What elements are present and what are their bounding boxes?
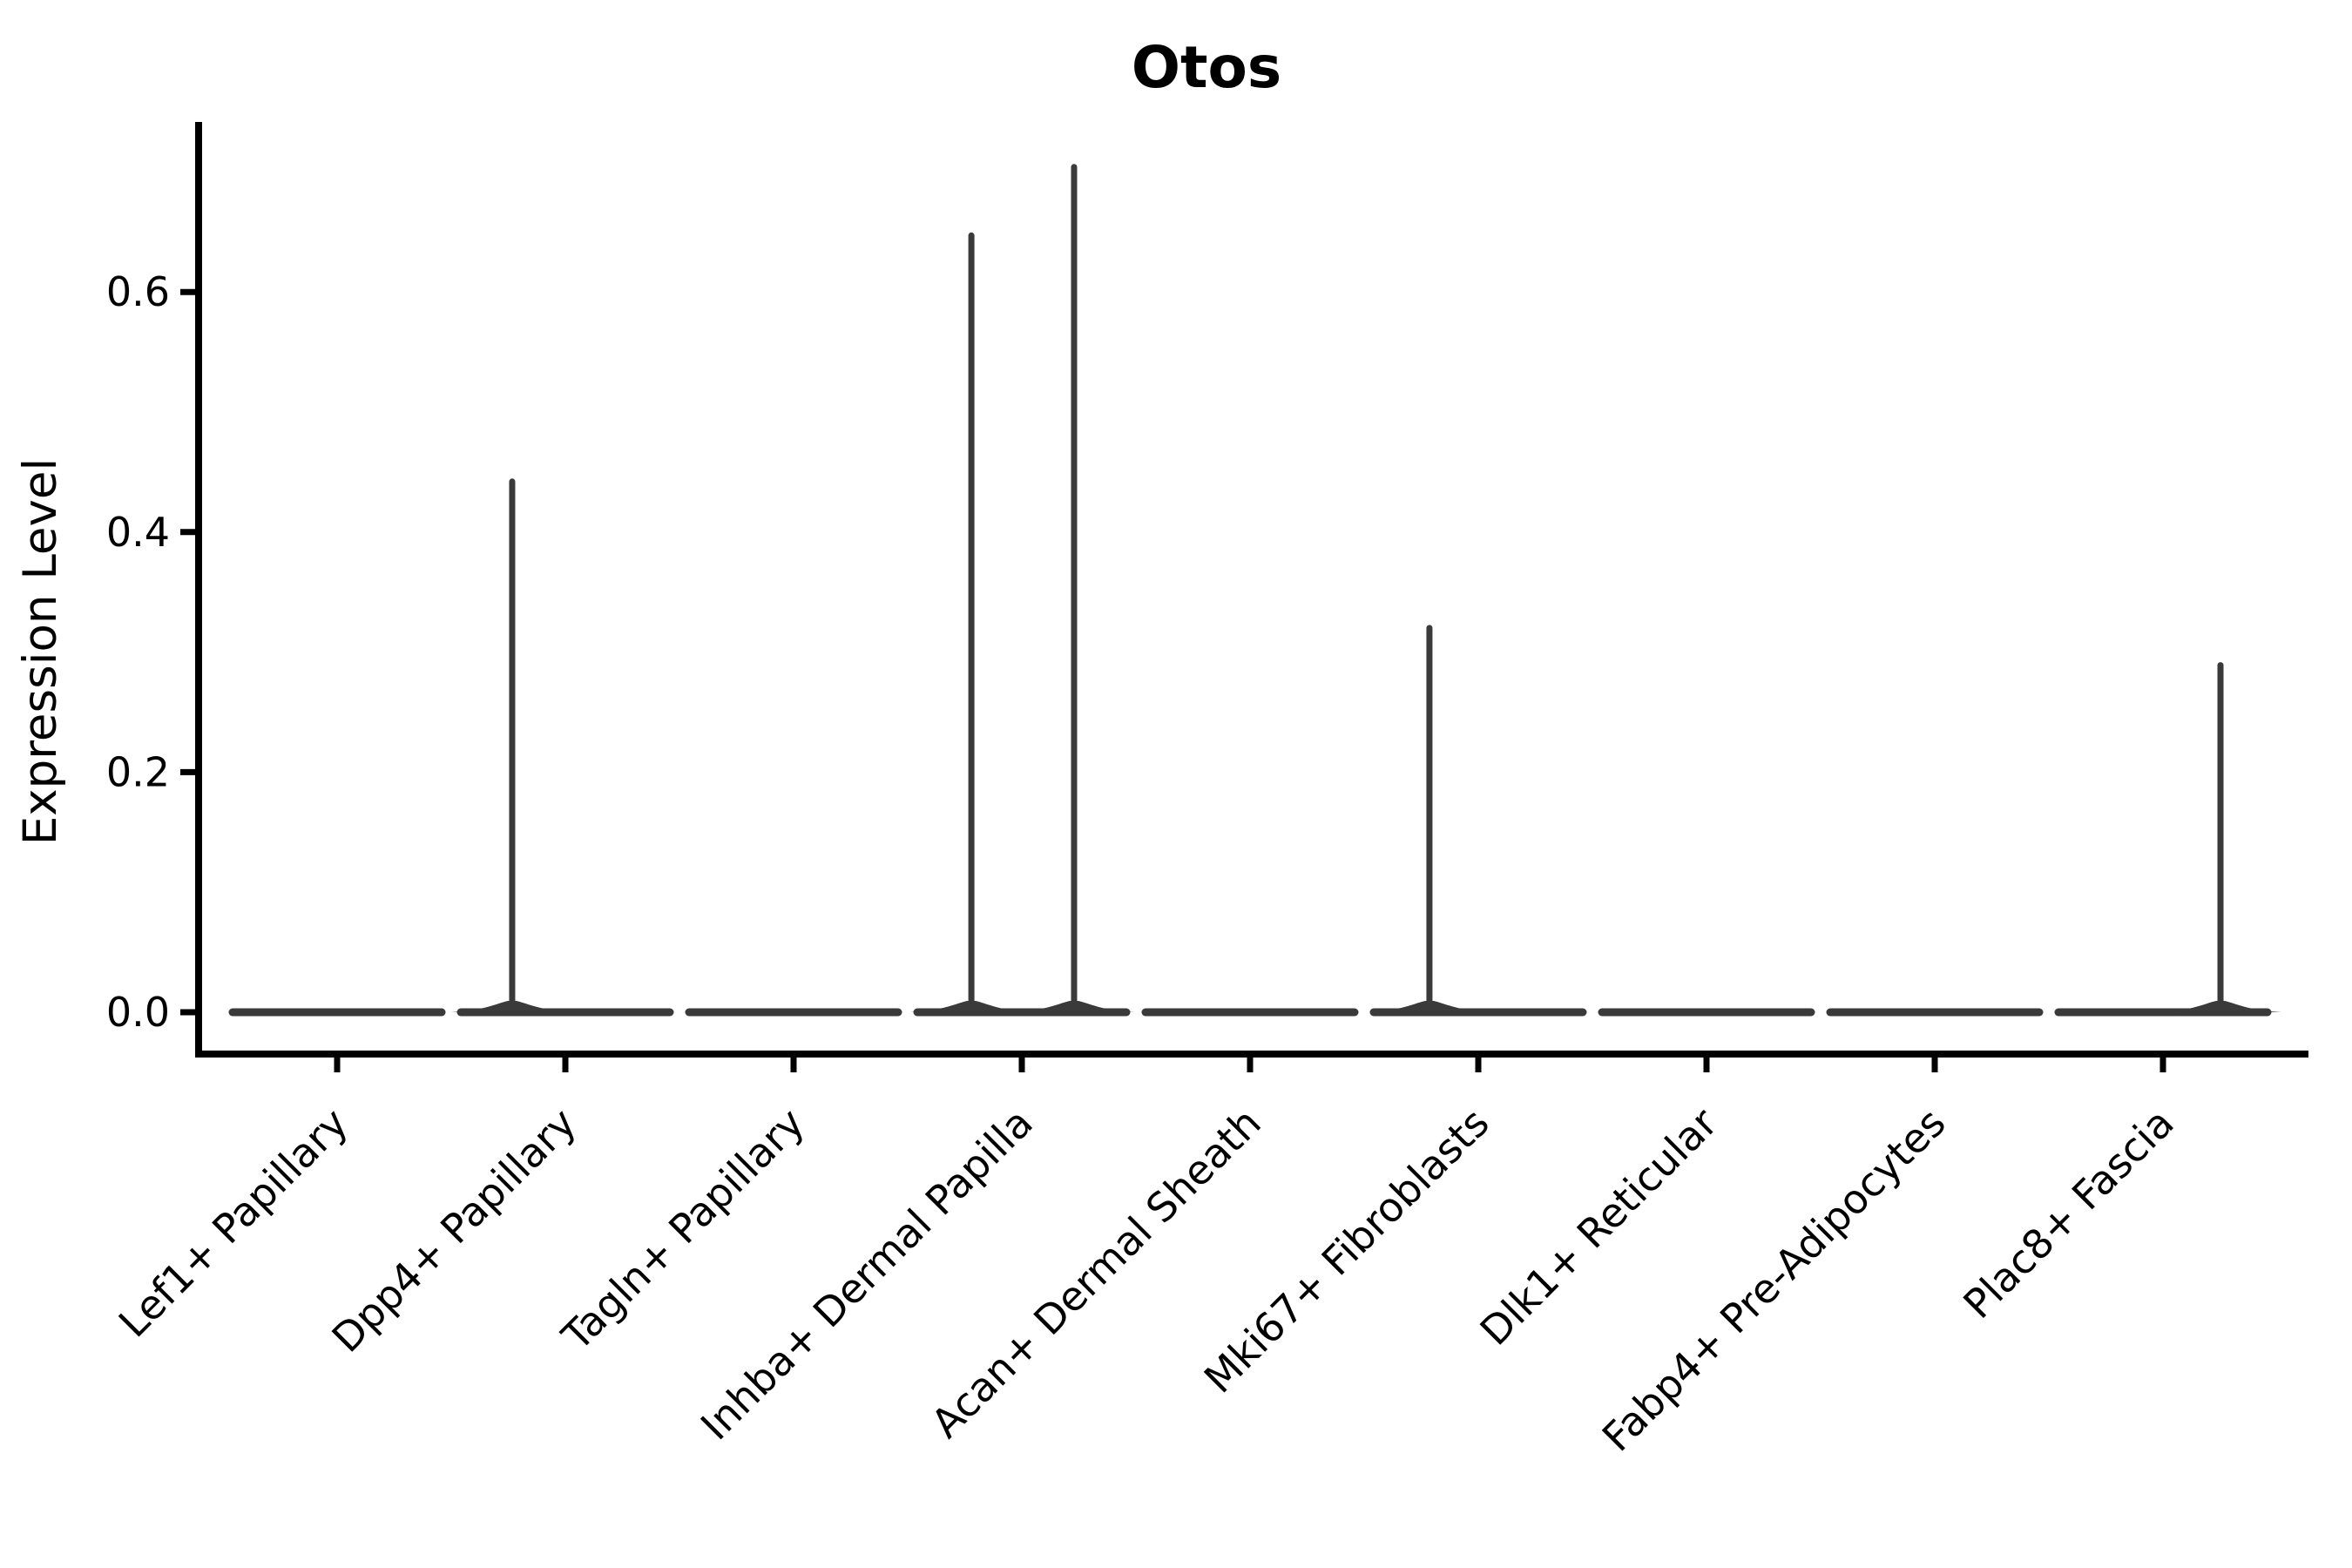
y-axis-label: Expression Level [14,458,67,845]
x-tick-label: Tagln+ Papillary [552,1099,814,1361]
violin [2054,662,2282,1017]
violins-group [228,164,2282,1017]
x-tick-label: Dlk1+ Reticular [1471,1099,1727,1355]
x-tick-label: Dpp4+ Papillary [323,1099,585,1362]
x-tick-label: Lef1+ Papillary [110,1099,357,1347]
y-tick-label: 0.2 [106,748,170,795]
chart-title: Otos [1132,34,1281,101]
violin [1368,625,1587,1017]
y-tick-label: 0.0 [106,989,170,1036]
violin [450,478,674,1017]
x-tick-label: Plac8+ Fascia [1954,1099,2182,1328]
y-tick-label: 0.4 [106,509,170,556]
violin [910,164,1135,1017]
y-tick-label: 0.6 [106,268,170,315]
